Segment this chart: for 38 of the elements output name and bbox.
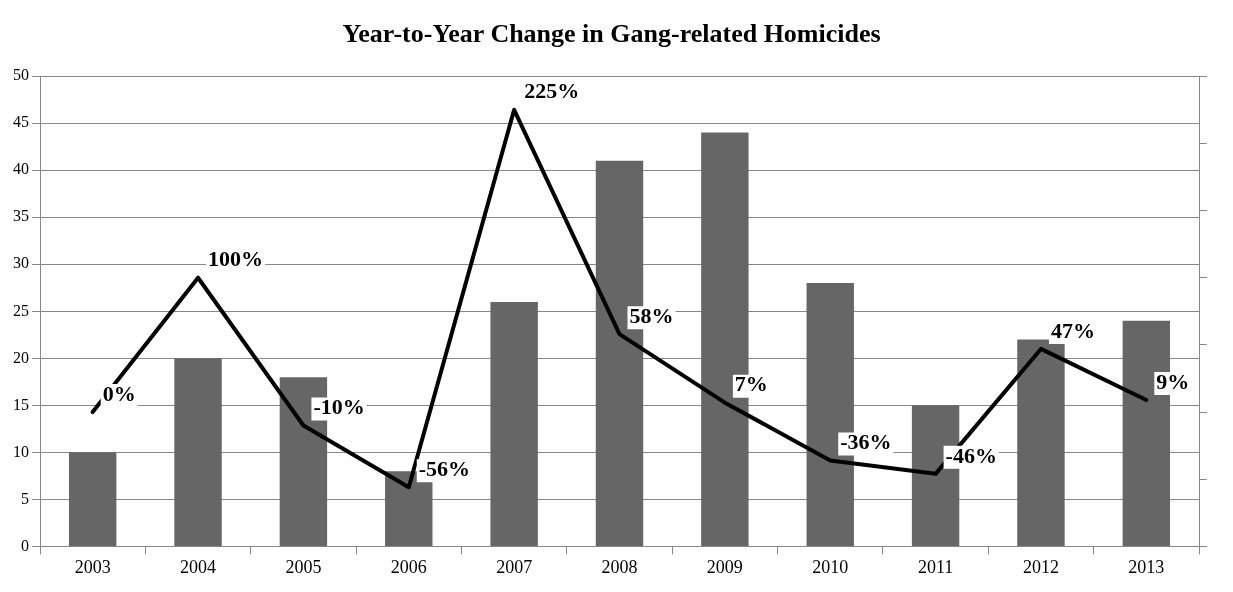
data-label: -10% [313, 394, 365, 420]
y-tick-label: 25 [13, 301, 29, 319]
data-label: 225% [524, 78, 580, 104]
data-label: 7% [734, 371, 768, 397]
data-label: 47% [1050, 317, 1095, 343]
x-tick-label: 2011 [917, 556, 954, 577]
y-tick-label: 45 [13, 113, 29, 131]
y-tick-label: 50 [13, 66, 29, 84]
y-tick-label: 0 [21, 536, 29, 554]
data-label: 58% [629, 302, 674, 328]
x-tick-label: 2012 [1022, 556, 1059, 577]
x-tick-label: 2006 [390, 556, 427, 577]
bar [68, 452, 117, 546]
x-tick-label: 2003 [74, 556, 111, 577]
bar [174, 358, 222, 546]
x-tick-label: 2009 [706, 556, 743, 577]
data-label: 9% [1156, 368, 1190, 394]
bar [490, 301, 538, 546]
y-tick-label: 30 [13, 254, 29, 272]
y-tick-label: 10 [13, 442, 29, 460]
x-tick-label: 2010 [812, 556, 849, 577]
y-tick-label: 35 [13, 207, 29, 225]
x-tick-label: 2005 [285, 556, 322, 577]
y-tick-label: 20 [13, 348, 29, 366]
x-tick-label: 2008 [601, 556, 638, 577]
data-label: -46% [945, 442, 997, 468]
y-tick-label: 40 [13, 160, 29, 178]
data-label: -56% [418, 455, 471, 481]
data-label: 100% [208, 246, 264, 272]
data-label: 0% [102, 380, 136, 406]
x-tick-label: 2013 [1128, 556, 1165, 577]
bar [1017, 339, 1065, 546]
data-label: -36% [840, 429, 892, 455]
x-tick-label: 2007 [496, 556, 533, 577]
chart-title: Year-to-Year Change in Gang-related Homicides [342, 19, 881, 49]
y-tick-label: 5 [21, 489, 29, 507]
x-tick-label: 2004 [180, 556, 217, 577]
y-tick-label: 15 [13, 395, 29, 413]
